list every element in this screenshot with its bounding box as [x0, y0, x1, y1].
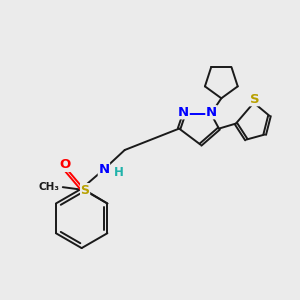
Text: H: H — [114, 166, 124, 179]
Text: N: N — [178, 106, 189, 119]
Text: S: S — [81, 184, 90, 196]
Text: CH₃: CH₃ — [39, 182, 60, 192]
Text: S: S — [250, 93, 259, 106]
Text: O: O — [60, 158, 71, 171]
Text: N: N — [206, 106, 217, 119]
Text: N: N — [98, 163, 110, 176]
